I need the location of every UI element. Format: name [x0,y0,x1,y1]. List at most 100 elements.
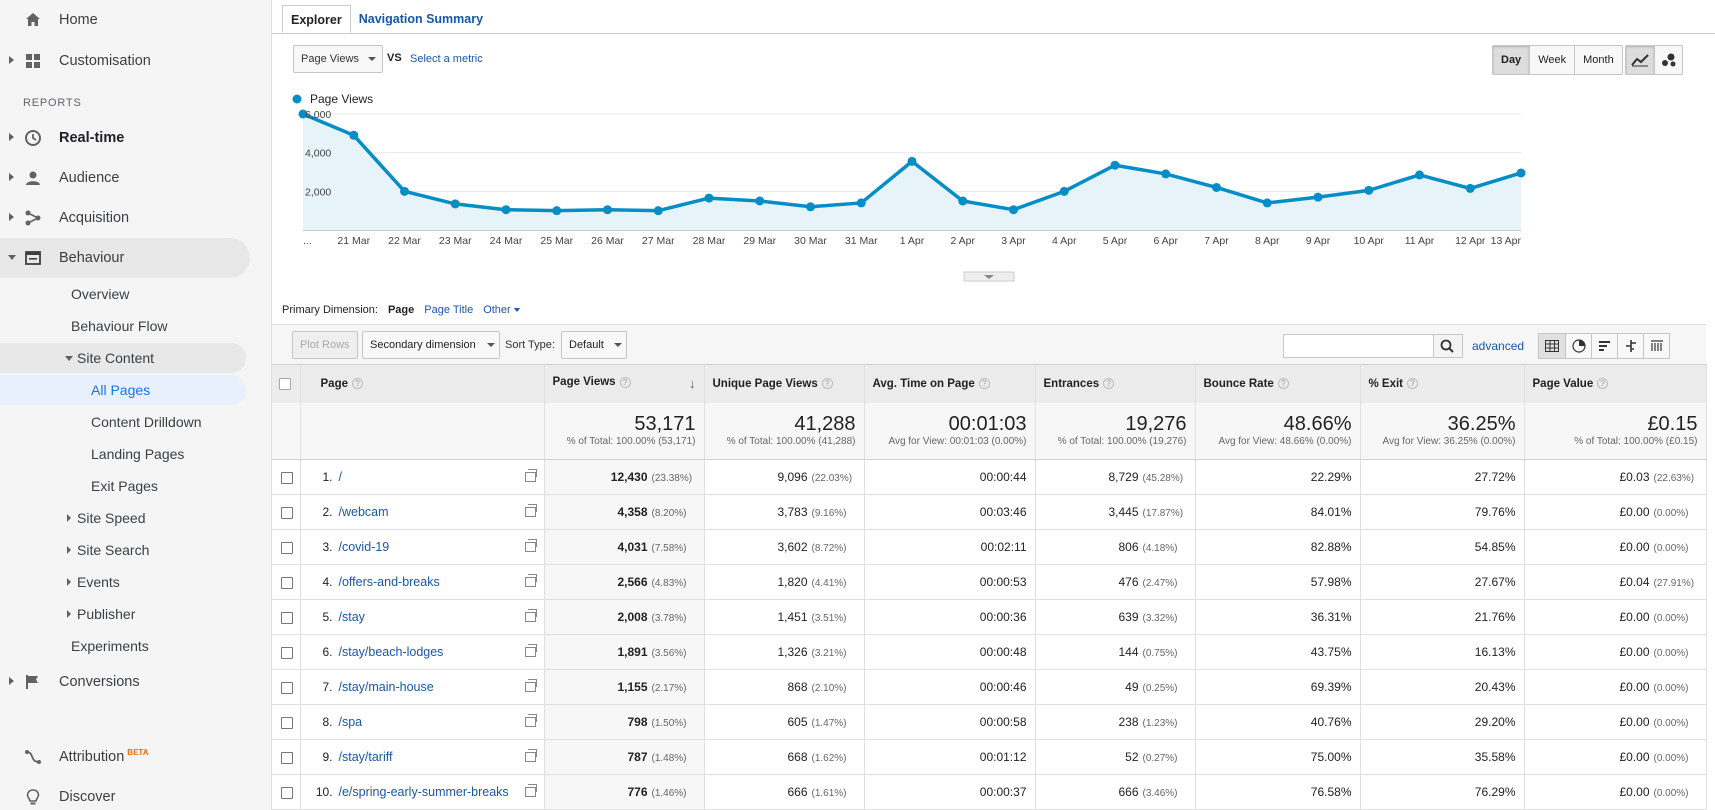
row-checkbox[interactable] [280,681,293,694]
dimension-page-title[interactable]: Page Title [424,304,474,316]
external-link-icon[interactable] [524,469,537,482]
advanced-filter-link[interactable]: advanced [1472,339,1525,353]
col-header-bounce-rate[interactable]: Bounce Rate? [1195,364,1361,403]
expand-caret-icon[interactable] [67,578,71,586]
nav-customisation[interactable]: Customisation [0,41,250,81]
expand-caret-icon[interactable] [9,677,14,685]
chart-collapse-handle[interactable] [963,271,1015,282]
nav-experiments[interactable]: Experiments [71,638,149,654]
col-header-page-value[interactable]: Page Value? [1524,364,1707,403]
nav-content-drilldown[interactable]: Content Drilldown [91,414,202,430]
help-icon[interactable]: ? [978,378,990,390]
page-link[interactable]: /e/spring-early-summer-breaks [338,785,509,799]
page-link[interactable]: /stay/beach-lodges [338,645,444,659]
page-link[interactable]: /offers-and-breaks [338,575,440,589]
sort-type-dropdown[interactable]: Default [561,331,627,359]
row-checkbox[interactable] [280,716,293,729]
select-all-checkbox[interactable] [279,377,291,390]
period-week-button[interactable]: Week [1529,46,1574,74]
nav-conversions[interactable]: Conversions [0,662,250,702]
nav-exit-pages[interactable]: Exit Pages [91,478,158,494]
motion-chart-button[interactable] [1654,46,1682,74]
page-link[interactable]: / [338,470,342,484]
nav-site-content[interactable]: Site Content [65,343,154,373]
external-link-icon[interactable] [524,749,537,762]
help-icon[interactable]: ? [619,376,631,388]
expand-caret-icon[interactable] [9,133,14,141]
help-icon[interactable]: ? [1597,378,1609,390]
col-header-page-views[interactable]: Page Views? ↓ [544,364,705,403]
external-link-icon[interactable] [524,574,537,587]
nav-home[interactable]: Home [0,0,250,40]
view-pie-button[interactable] [1565,334,1591,358]
collapse-caret-icon[interactable] [65,356,73,361]
nav-site-speed[interactable]: Site Speed [67,503,146,533]
search-button[interactable] [1433,334,1463,358]
nav-landing-pages[interactable]: Landing Pages [91,446,185,462]
help-icon[interactable]: ? [821,378,833,390]
col-header-exit[interactable]: % Exit? [1360,364,1525,403]
external-link-icon[interactable] [524,539,537,552]
nav-attribution[interactable]: Attribution BETA [0,737,250,777]
row-checkbox[interactable] [280,506,293,519]
nav-audience[interactable]: Audience [0,158,250,198]
table-search-input[interactable] [1283,334,1435,358]
external-link-icon[interactable] [524,679,537,692]
plot-rows-button[interactable]: Plot Rows [292,331,358,359]
external-link-icon[interactable] [524,504,537,517]
row-checkbox[interactable] [280,646,293,659]
select-metric-link[interactable]: Select a metric [410,53,483,65]
col-header-unique-page-views[interactable]: Unique Page Views? [704,364,865,403]
expand-caret-icon[interactable] [9,213,14,221]
page-link[interactable]: /webcam [338,505,389,519]
nav-behaviour[interactable]: Behaviour [0,238,250,278]
secondary-dimension-dropdown[interactable]: Secondary dimension [362,331,500,359]
external-link-icon[interactable] [524,609,537,622]
nav-acquisition[interactable]: Acquisition [0,198,250,238]
expand-caret-icon[interactable] [9,56,14,64]
row-checkbox[interactable] [280,751,293,764]
period-day-button[interactable]: Day [1493,46,1530,74]
period-month-button[interactable]: Month [1574,46,1622,74]
view-pivot-button[interactable] [1643,334,1669,358]
col-header-avg-time[interactable]: Avg. Time on Page? [864,364,1036,403]
view-table-button[interactable] [1539,334,1565,358]
col-header-entrances[interactable]: Entrances? [1035,364,1196,403]
nav-behaviour-flow[interactable]: Behaviour Flow [71,318,168,334]
nav-publisher[interactable]: Publisher [67,599,135,629]
expand-caret-icon[interactable] [9,173,14,181]
expand-caret-icon[interactable] [67,514,71,522]
help-icon[interactable]: ? [1103,378,1115,390]
external-link-icon[interactable] [524,784,537,797]
nav-discover[interactable]: Discover [0,777,250,810]
nav-events[interactable]: Events [67,567,120,597]
row-checkbox[interactable] [280,786,293,799]
nav-realtime[interactable]: Real-time [0,118,250,158]
expand-caret-icon[interactable] [67,610,71,618]
nav-all-pages[interactable]: All Pages [91,382,151,398]
row-checkbox[interactable] [280,541,293,554]
page-link[interactable]: /stay/main-house [338,680,434,694]
help-icon[interactable]: ? [1277,378,1289,390]
tab-explorer[interactable]: Explorer [282,5,351,33]
expand-caret-icon[interactable] [67,546,71,554]
help-icon[interactable]: ? [352,378,363,390]
nav-site-search[interactable]: Site Search [67,535,149,565]
dimension-other[interactable]: Other [483,304,520,316]
page-link[interactable]: /stay/tariff [338,750,393,764]
view-comparison-button[interactable] [1617,334,1643,358]
external-link-icon[interactable] [524,714,537,727]
row-checkbox[interactable] [280,611,293,624]
page-link[interactable]: /covid-19 [338,540,390,554]
page-link[interactable]: /stay [338,610,365,624]
help-icon[interactable]: ? [1407,378,1419,390]
dimension-page[interactable]: Page [387,304,415,316]
line-chart-button[interactable] [1626,46,1654,74]
nav-behaviour-overview[interactable]: Overview [71,286,130,302]
row-checkbox[interactable] [280,471,293,484]
tab-navigation-summary[interactable]: Navigation Summary [358,12,484,26]
page-link[interactable]: /spa [338,715,363,729]
row-checkbox[interactable] [280,576,293,589]
view-performance-button[interactable] [1591,334,1617,358]
col-header-page[interactable]: Page? [300,364,545,403]
